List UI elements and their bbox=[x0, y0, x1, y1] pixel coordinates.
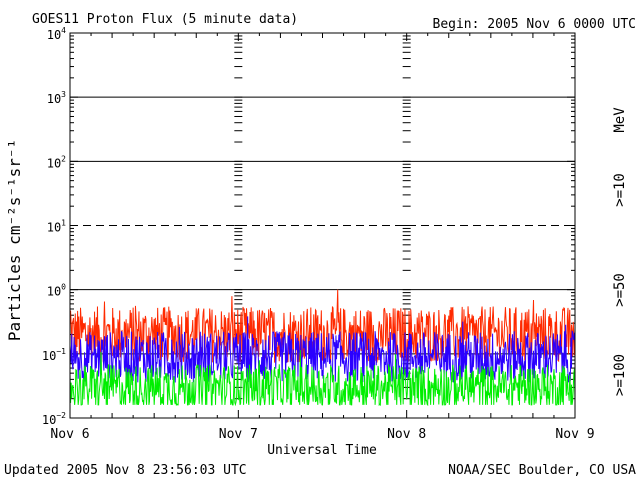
series-area bbox=[69, 289, 576, 407]
x-tick-label: Nov 6 bbox=[50, 427, 89, 442]
y-tick-label: 100 bbox=[47, 283, 66, 299]
x-tick-label: Nov 9 bbox=[555, 427, 594, 442]
legend: >=10 >=50 >=100 bbox=[612, 173, 628, 396]
y-tick-label: 10−2 bbox=[42, 411, 66, 427]
x-axis-label: Universal Time bbox=[267, 443, 377, 458]
updated-time: Updated 2005 Nov 8 23:56:03 UTC bbox=[4, 463, 247, 478]
series-line bbox=[69, 289, 576, 365]
x-tick-label: Nov 7 bbox=[219, 427, 258, 442]
legend-label: >=100 bbox=[612, 354, 628, 396]
x-tick-label: Nov 8 bbox=[387, 427, 426, 442]
y-tick-label: 101 bbox=[47, 219, 66, 235]
plot-frame bbox=[69, 32, 576, 419]
y-tick-label: 10−1 bbox=[42, 347, 66, 363]
y-tick-label: 102 bbox=[47, 154, 66, 170]
series-line bbox=[69, 350, 576, 407]
source-credit: NOAA/SEC Boulder, CO USA bbox=[448, 463, 636, 478]
y-tick-labels: 10−2 10−1 100 101 102 103 104 bbox=[42, 26, 66, 427]
legend-label: >=50 bbox=[612, 273, 628, 307]
chart-title: GOES11 Proton Flux (5 minute data) bbox=[32, 12, 298, 27]
y-axis-label: Particles cm⁻²s⁻¹sr⁻¹ bbox=[5, 139, 24, 341]
legend-label: >=10 bbox=[612, 173, 628, 207]
x-tick-labels: Nov 6 Nov 7 Nov 8 Nov 9 bbox=[50, 427, 594, 442]
begin-time: Begin: 2005 Nov 6 0000 UTC bbox=[433, 17, 637, 32]
legend-unit: MeV bbox=[612, 107, 628, 133]
series-line bbox=[69, 316, 576, 383]
y-tick-label: 104 bbox=[47, 26, 66, 42]
y-tick-label: 103 bbox=[47, 90, 66, 106]
